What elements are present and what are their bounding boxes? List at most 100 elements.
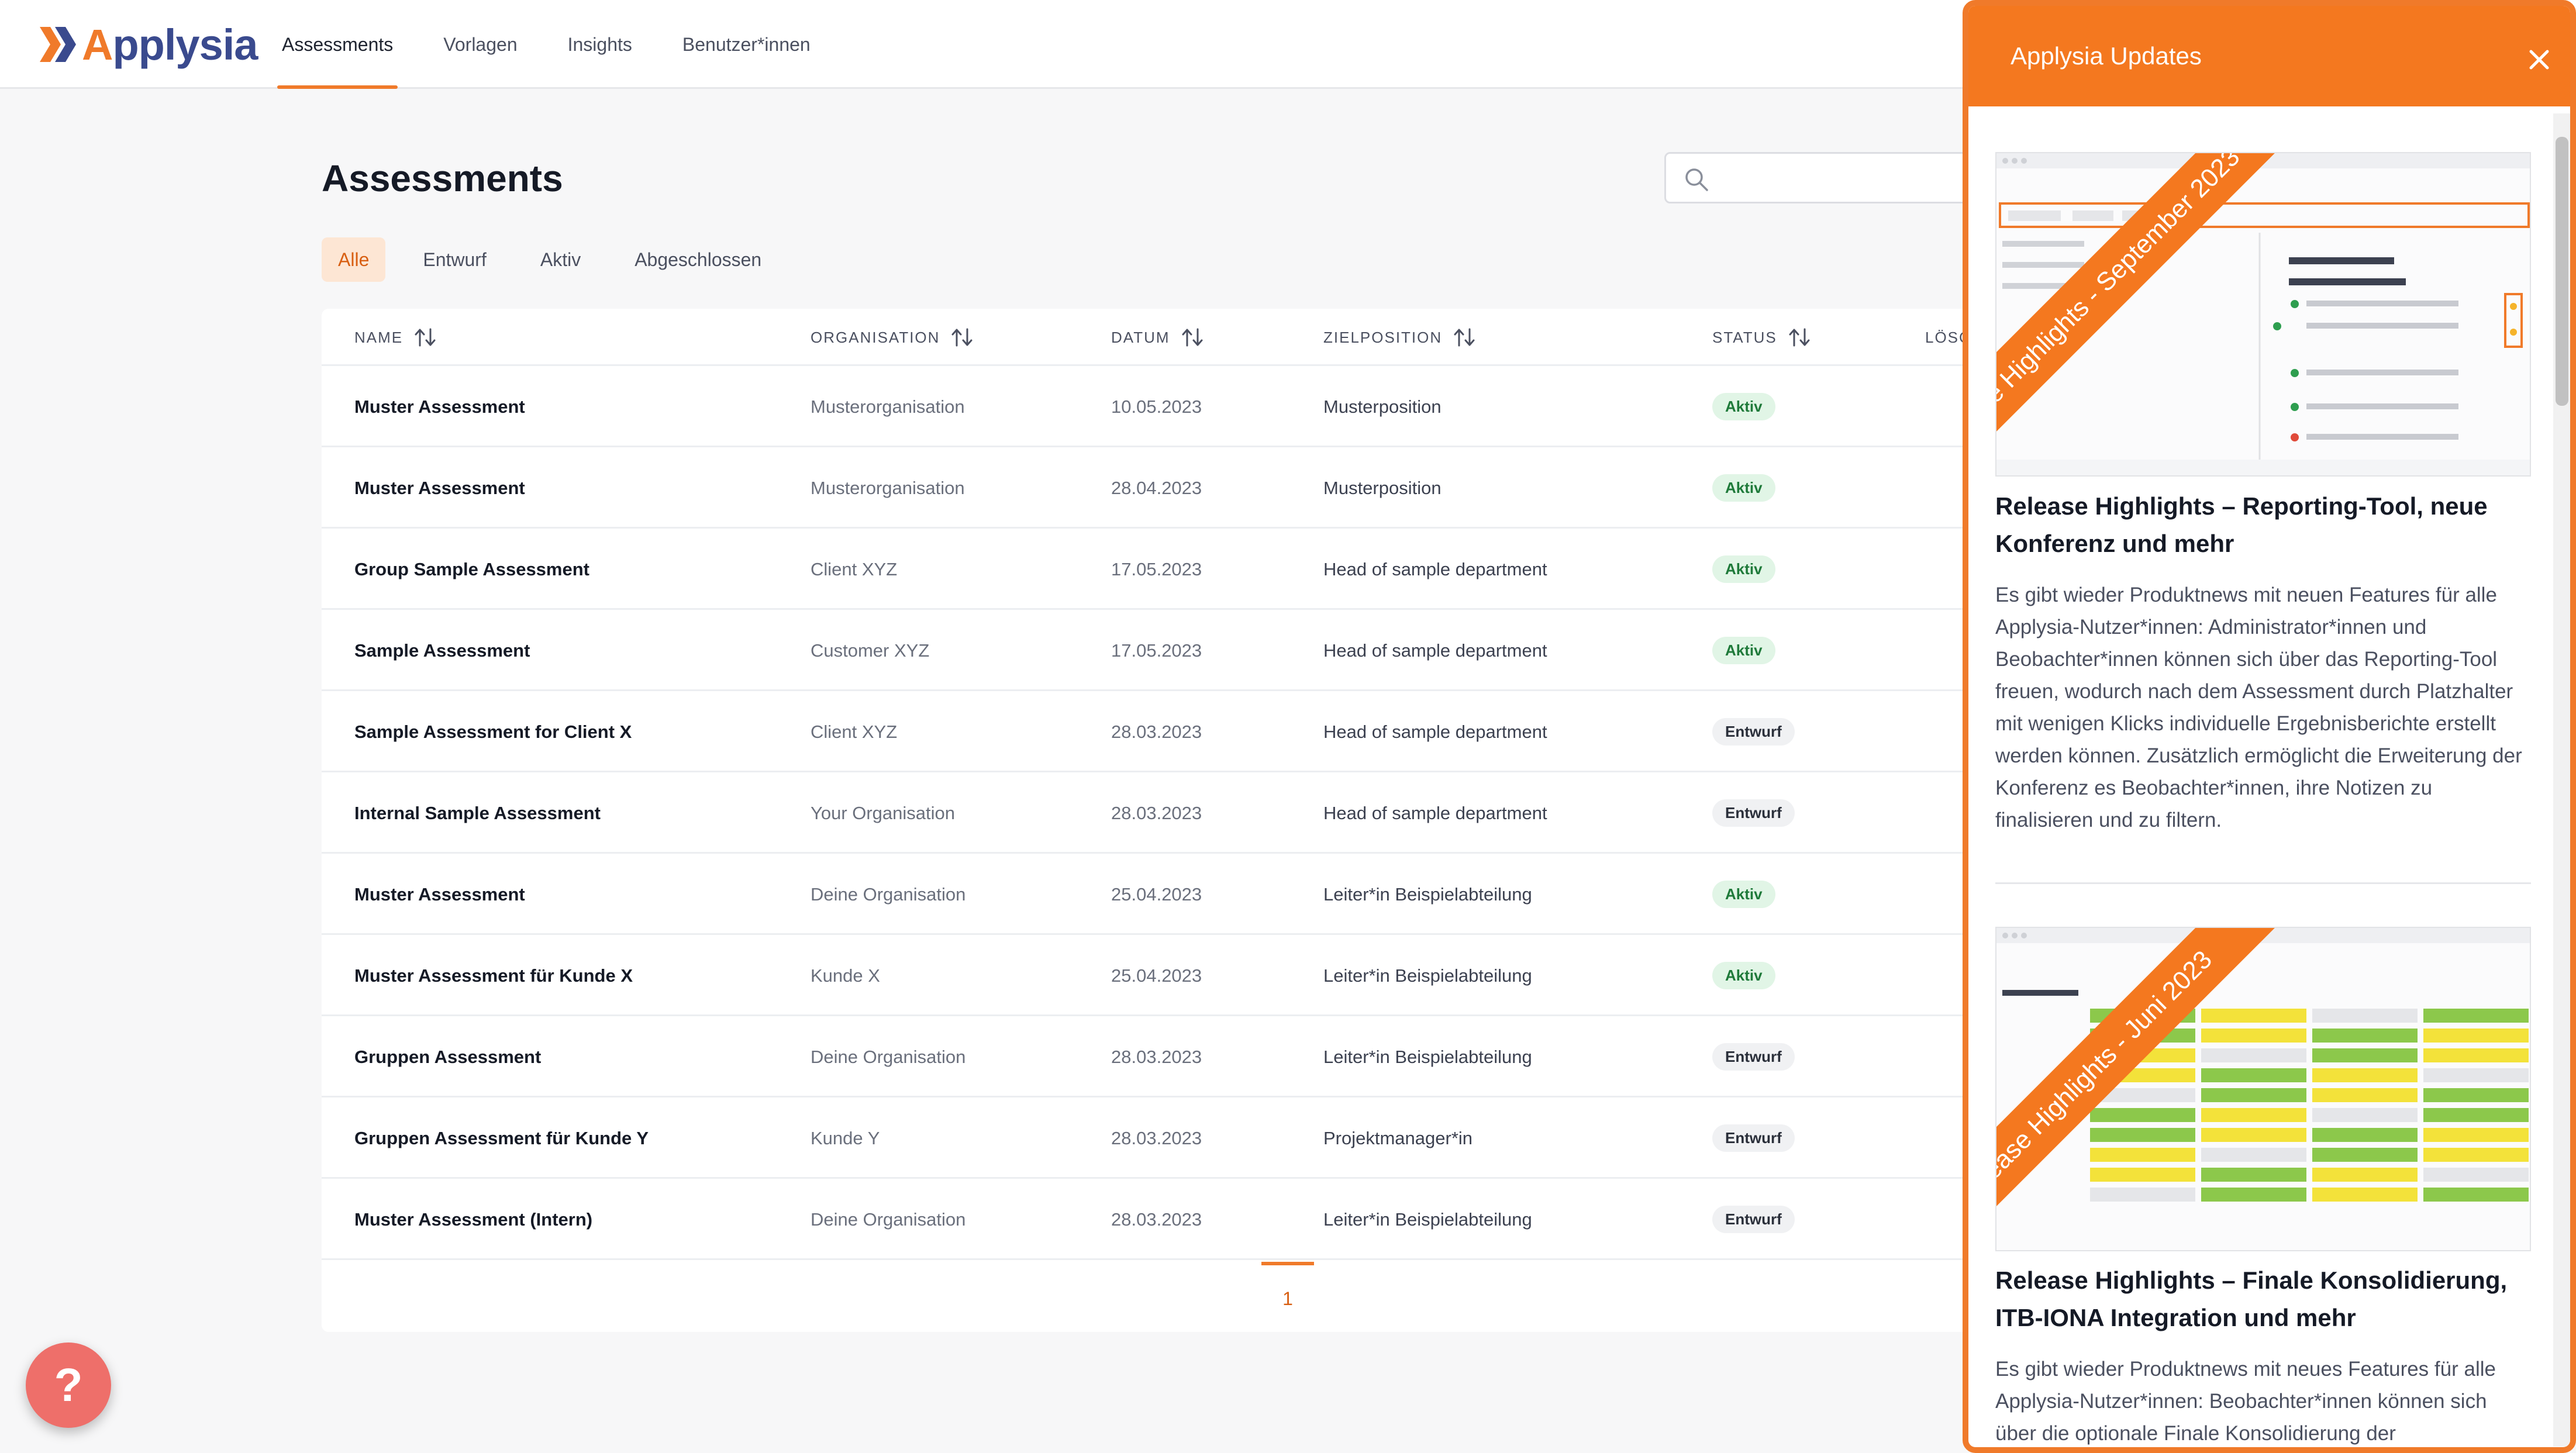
table-row[interactable]: Muster Assessment Musterorganisation 10.05… xyxy=(322,366,1977,447)
table-row[interactable]: Sample Assessment for Client X Client XYZ… xyxy=(322,691,1977,772)
app-preview-graphic xyxy=(1996,202,2530,475)
assessment-name[interactable]: Internal Sample Assessment xyxy=(354,802,601,823)
assessment-name[interactable]: Muster Assessment xyxy=(354,883,525,905)
table-row[interactable]: Internal Sample Assessment Your Organisat… xyxy=(322,772,1977,854)
article-body: Es gibt wieder Produktnews mit neues Fea… xyxy=(1995,1358,2496,1445)
sort-icon[interactable] xyxy=(1453,327,1476,348)
column-label: ZIELPOSITION xyxy=(1323,328,1443,346)
status-cell: Entwurf xyxy=(1712,1179,1795,1260)
matrix-cell xyxy=(2201,1068,2306,1082)
article-title[interactable]: Release Highlights – Reporting-Tool, neu… xyxy=(1995,492,2488,557)
target-position-cell: Head of sample department xyxy=(1323,558,1547,579)
matrix-cell xyxy=(2312,1168,2418,1182)
scrollbar-thumb[interactable] xyxy=(2556,137,2568,406)
matrix-cell xyxy=(2090,1108,2195,1122)
status-filter-tabs: Alle Entwurf Aktiv Abgeschlossen xyxy=(322,237,799,282)
column-header-name[interactable]: NAME xyxy=(354,309,437,366)
nav-assessments[interactable]: Assessments xyxy=(277,0,398,89)
column-label: STATUS xyxy=(1712,328,1777,346)
nav-insights[interactable]: Insights xyxy=(567,33,632,55)
article-title[interactable]: Release Highlights – Finale Konsolidieru… xyxy=(1995,1266,2508,1331)
matrix-cell xyxy=(2312,1009,2418,1023)
column-header-datum[interactable]: DATUM xyxy=(1111,309,1204,366)
table-row[interactable]: Muster Assessment (Intern) Deine Organisa… xyxy=(322,1179,1977,1260)
organisation-cell: Musterorganisation xyxy=(811,396,965,417)
assessment-name[interactable]: Muster Assessment für Kunde X xyxy=(354,965,633,986)
matrix-cell xyxy=(2423,1148,2529,1162)
assessment-name[interactable]: Muster Assessment xyxy=(354,477,525,498)
table-row[interactable]: Sample Assessment Customer XYZ 17.05.2023 H… xyxy=(322,610,1977,691)
target-position-cell: Musterposition xyxy=(1323,396,1442,417)
logo-wordmark: Applysia xyxy=(82,20,258,69)
search-box[interactable] xyxy=(1664,152,1992,203)
status-badge: Aktiv xyxy=(1712,474,1775,502)
organisation-cell: Deine Organisation xyxy=(811,1209,966,1230)
date-cell: 28.03.2023 xyxy=(1111,721,1202,742)
target-position-cell: Leiter*in Beispielabteilung xyxy=(1323,883,1532,905)
search-icon xyxy=(1685,168,1708,191)
release-screenshot-image[interactable]: Release Highlights - Juni 2023 xyxy=(1995,927,2531,1251)
assessment-name[interactable]: Sample Assessment for Client X xyxy=(354,721,632,742)
table-row[interactable]: Muster Assessment Deine Organisation 25.04… xyxy=(322,854,1977,935)
status-cell: Aktiv xyxy=(1712,447,1775,529)
target-position-cell: Leiter*in Beispielabteilung xyxy=(1323,1209,1532,1230)
matrix-cell xyxy=(2201,1088,2306,1102)
assessment-name[interactable]: Group Sample Assessment xyxy=(354,558,589,579)
table-row[interactable]: Gruppen Assessment Deine Organisation 28.0… xyxy=(322,1016,1977,1097)
filter-tab-abgeschlossen[interactable]: Abgeschlossen xyxy=(634,249,762,270)
nav-benutzer[interactable]: Benutzer*innen xyxy=(682,33,811,55)
assessment-name[interactable]: Gruppen Assessment xyxy=(354,1046,542,1067)
column-label: DATUM xyxy=(1111,328,1170,346)
main-nav: Assessments Vorlagen Insights Benutzer*i… xyxy=(277,0,861,89)
page-number-button[interactable]: 1 xyxy=(1261,1262,1314,1332)
release-screenshot-image[interactable]: Release Highlights - September 2023 xyxy=(1995,152,2531,477)
matrix-cell xyxy=(2312,1088,2418,1102)
status-cell: Aktiv xyxy=(1712,854,1775,935)
window-dot xyxy=(2002,158,2008,164)
nav-vorlagen[interactable]: Vorlagen xyxy=(443,33,518,55)
table-row[interactable]: Muster Assessment für Kunde X Kunde X 25.0… xyxy=(322,935,1977,1016)
status-badge: Entwurf xyxy=(1712,1206,1795,1233)
search-input[interactable] xyxy=(1719,160,1953,197)
filter-tab-entwurf[interactable]: Entwurf xyxy=(423,249,487,270)
date-cell: 10.05.2023 xyxy=(1111,396,1202,417)
matrix-cell xyxy=(2423,1048,2529,1062)
window-dot xyxy=(2021,933,2027,938)
help-button[interactable]: ? xyxy=(26,1342,111,1428)
filter-tab-alle[interactable]: Alle xyxy=(322,237,386,282)
panel-scrollbar[interactable] xyxy=(2553,113,2570,1447)
matrix-cell xyxy=(2090,1128,2195,1142)
date-cell: 28.03.2023 xyxy=(1111,1127,1202,1148)
column-header-organisation[interactable]: ORGANISATION xyxy=(811,309,974,366)
column-label: NAME xyxy=(354,328,404,346)
sort-icon[interactable] xyxy=(1788,327,1811,348)
table-row[interactable]: Group Sample Assessment Client XYZ 17.05.2… xyxy=(322,529,1977,610)
target-position-cell: Head of sample department xyxy=(1323,721,1547,742)
organisation-cell: Deine Organisation xyxy=(811,883,966,905)
matrix-cell xyxy=(2312,1048,2418,1062)
close-icon[interactable] xyxy=(2526,47,2552,73)
matrix-cell xyxy=(2201,1168,2306,1182)
filter-tab-aktiv[interactable]: Aktiv xyxy=(540,249,581,270)
matrix-cell xyxy=(2090,1148,2195,1162)
table-row[interactable]: Gruppen Assessment für Kunde Y Kunde Y 28.… xyxy=(322,1097,1977,1179)
column-header-status[interactable]: STATUS xyxy=(1712,309,1811,366)
window-dot xyxy=(2012,933,2018,938)
assessment-name[interactable]: Muster Assessment xyxy=(354,396,525,417)
updates-panel-body[interactable]: Release Highlights - September 2023 Rele… xyxy=(1968,106,2570,1447)
assessment-name[interactable]: Sample Assessment xyxy=(354,640,530,661)
assessment-name[interactable]: Gruppen Assessment für Kunde Y xyxy=(354,1127,649,1148)
sort-icon[interactable] xyxy=(1181,327,1204,348)
status-badge: Entwurf xyxy=(1712,799,1795,827)
applysia-logo[interactable]: Applysia xyxy=(40,20,258,69)
status-cell: Aktiv xyxy=(1712,935,1775,1016)
column-header-zielposition[interactable]: ZIELPOSITION xyxy=(1323,309,1476,366)
assessment-name[interactable]: Muster Assessment (Intern) xyxy=(354,1209,593,1230)
sort-icon[interactable] xyxy=(950,327,974,348)
date-cell: 28.03.2023 xyxy=(1111,1046,1202,1067)
matrix-cell xyxy=(2201,1048,2306,1062)
sort-icon[interactable] xyxy=(413,327,437,348)
table-row[interactable]: Muster Assessment Musterorganisation 28.04… xyxy=(322,447,1977,529)
organisation-cell: Client XYZ xyxy=(811,721,898,742)
target-position-cell: Head of sample department xyxy=(1323,640,1547,661)
